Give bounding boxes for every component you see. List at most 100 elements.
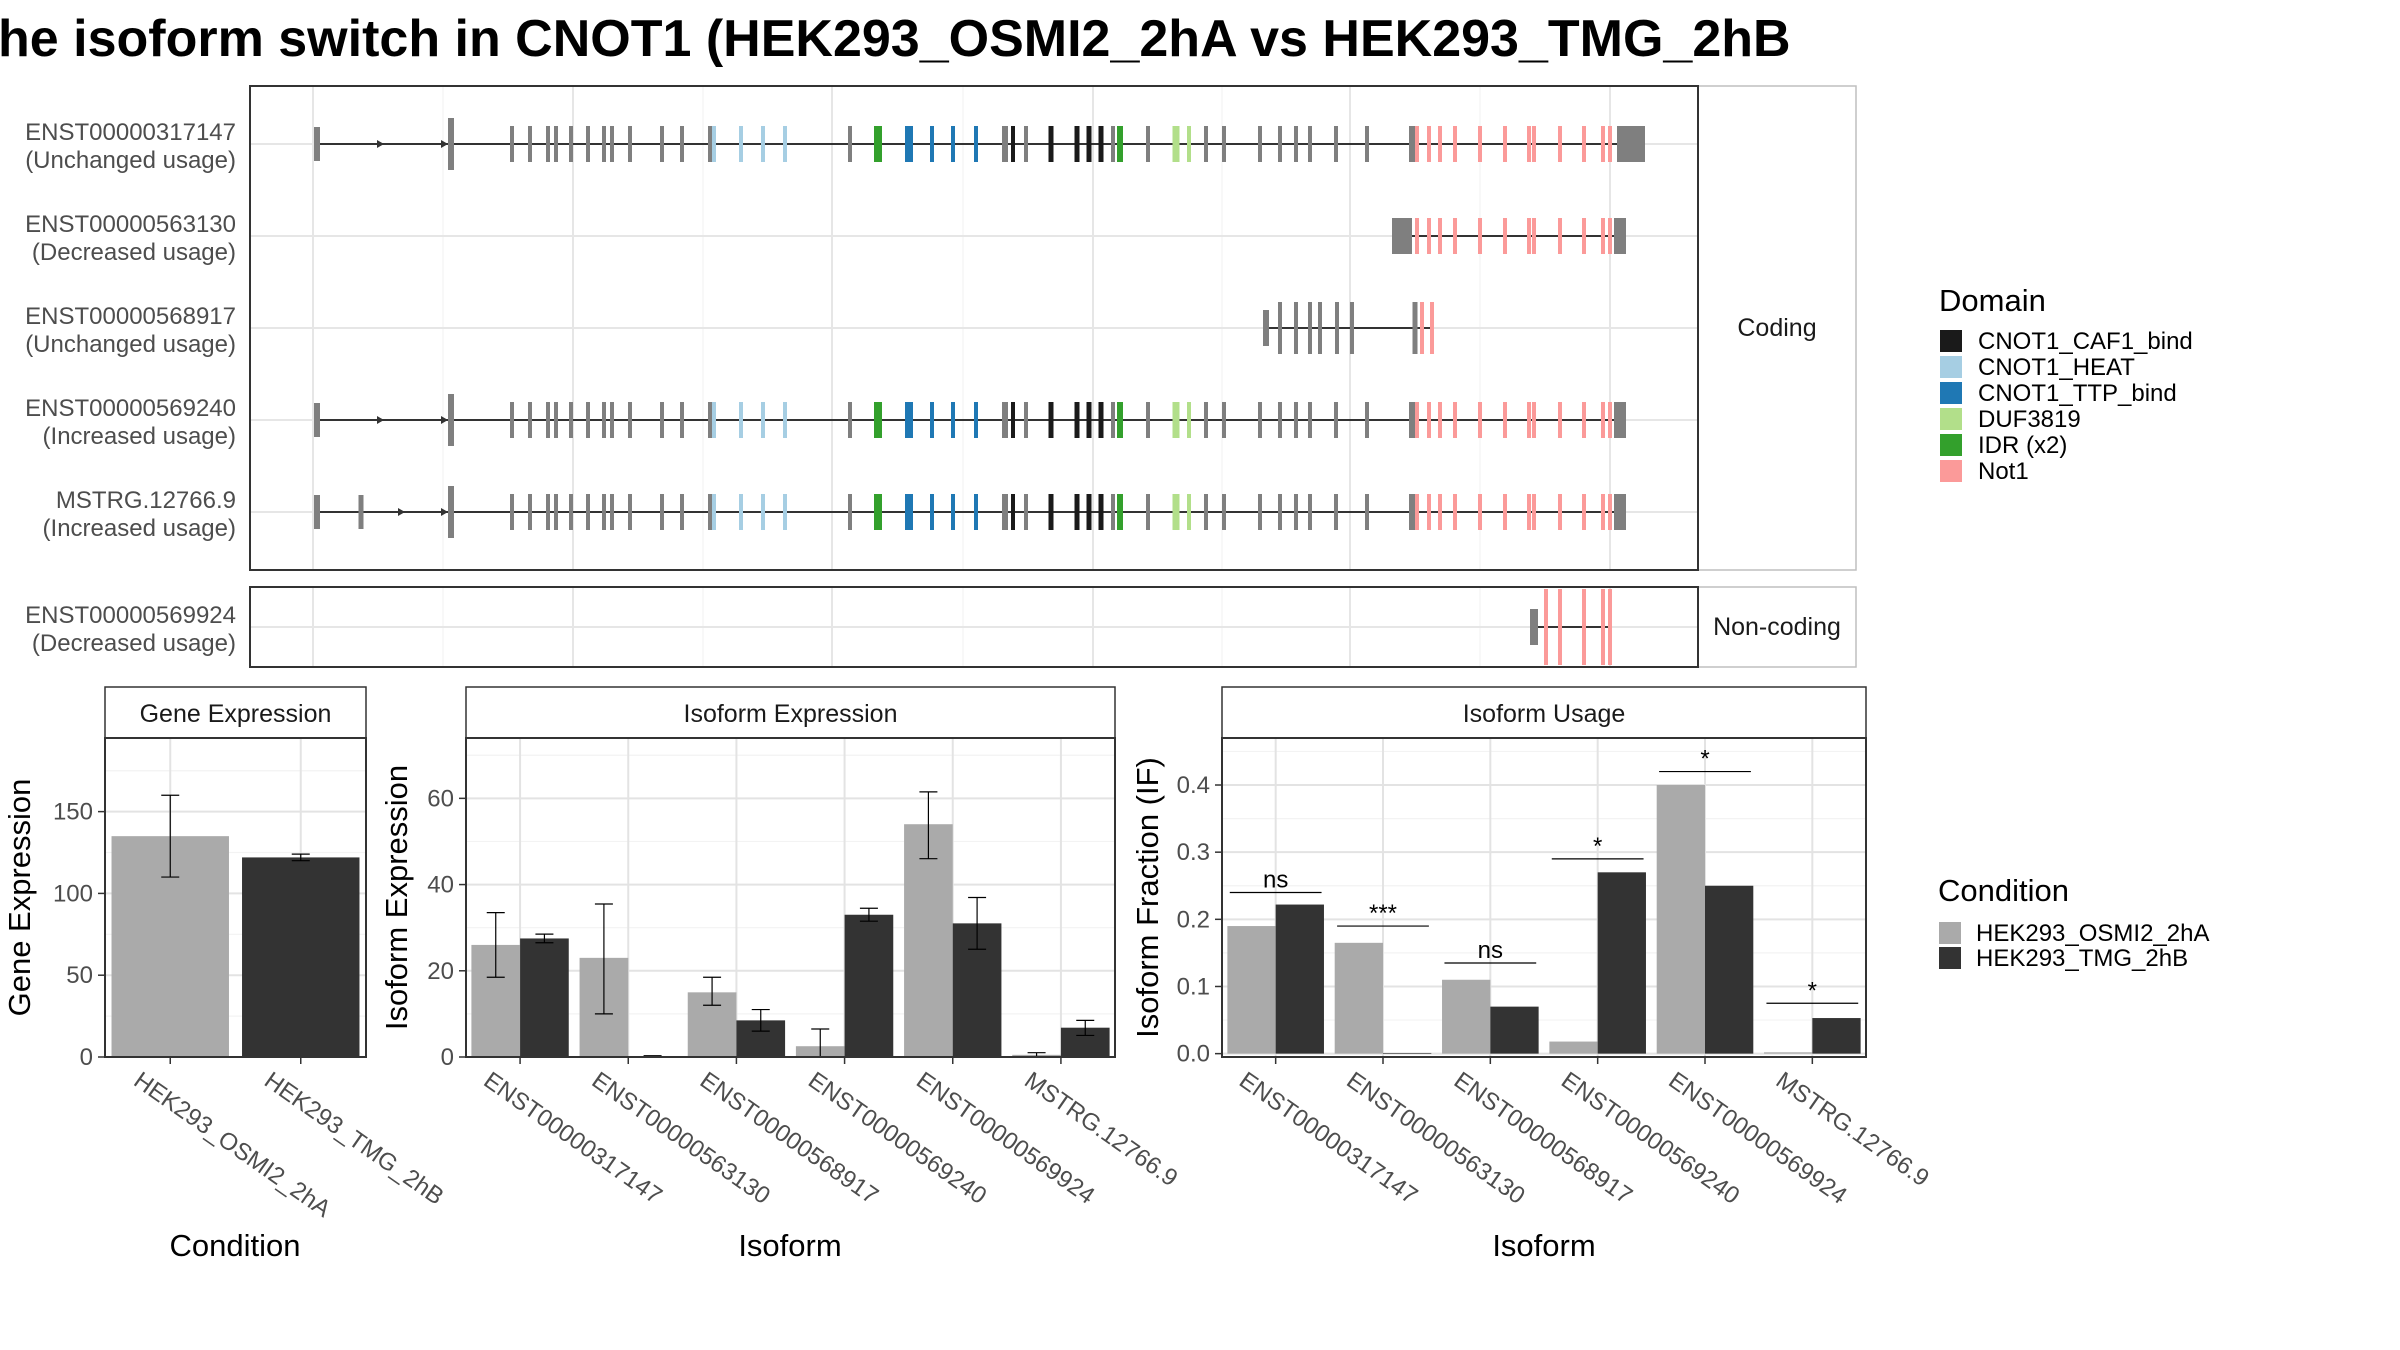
- domain-block: [1172, 402, 1180, 438]
- exon-block: [660, 402, 664, 438]
- exon-block: [628, 126, 632, 162]
- exon-block: [1365, 126, 1369, 162]
- legend-title: Domain: [1939, 283, 2046, 318]
- y-tick-label: 0: [80, 1044, 93, 1071]
- exon-block: [1278, 402, 1282, 438]
- exon-block: [1111, 402, 1115, 438]
- legend-entry: IDR (x2): [1978, 432, 2067, 459]
- exon-block: [660, 494, 664, 530]
- y-tick-label: 60: [427, 785, 454, 812]
- domain-block: [951, 402, 955, 438]
- domain-block: [1608, 218, 1612, 254]
- y-tick-label: 0.1: [1177, 973, 1210, 1000]
- domain-block: [739, 494, 743, 530]
- bar: [520, 938, 569, 1057]
- exon-block: [528, 494, 532, 530]
- domain-block: [1608, 126, 1612, 162]
- exon-block: [602, 494, 606, 530]
- domain-block: [1544, 589, 1548, 665]
- x-tick-label: ENST00000569924: [1664, 1067, 1852, 1210]
- exon-block: [1204, 402, 1208, 438]
- domain-block: [1415, 494, 1419, 530]
- exon-block: [610, 402, 614, 438]
- domain-block: [1582, 218, 1586, 254]
- exon-block: [1334, 402, 1338, 438]
- exon-block: [1392, 218, 1412, 254]
- exon-block: [1614, 218, 1626, 254]
- legend-entry: HEK293_TMG_2hB: [1976, 945, 2188, 972]
- domain-block: [1608, 494, 1612, 530]
- exon-block: [1146, 402, 1150, 438]
- exon-block: [708, 126, 712, 162]
- bar: [1705, 885, 1754, 1054]
- exon-block: [1365, 402, 1369, 438]
- exon-block: [546, 402, 550, 438]
- domain-block: [1478, 126, 1482, 162]
- legend-entry: DUF3819: [1978, 406, 2081, 433]
- legend-entry: CNOT1_CAF1_bind: [1978, 328, 2193, 355]
- domain-block: [712, 402, 716, 438]
- domain-block: [974, 402, 978, 438]
- exon-block: [1024, 494, 1028, 530]
- domain-block: [1478, 494, 1482, 530]
- direction-arrow: [441, 508, 448, 516]
- domain-block: [1608, 589, 1612, 665]
- exon-block: [1334, 126, 1338, 162]
- transcript-id-label: ENST00000569924: [25, 602, 236, 629]
- bar: [904, 824, 953, 1057]
- exon-block: [1263, 310, 1269, 346]
- bar: [1490, 1006, 1539, 1054]
- legend-entry: HEK293_OSMI2_2hA: [1976, 920, 2209, 947]
- exon-block: [1024, 126, 1028, 162]
- transcript-usage-label: (Unchanged usage): [25, 331, 236, 358]
- bar: [1812, 1018, 1861, 1054]
- bar: [1442, 979, 1491, 1054]
- exon-block: [1111, 126, 1115, 162]
- domain-block: [1453, 218, 1457, 254]
- exon-block: [1146, 126, 1150, 162]
- x-tick-label: ENST00000563130: [587, 1067, 775, 1210]
- domain-block: [930, 494, 934, 530]
- domain-block: [1582, 402, 1586, 438]
- x-tick-label: ENST00000568917: [695, 1067, 883, 1210]
- exon-block: [1308, 494, 1312, 530]
- domain-block: [739, 402, 743, 438]
- domain-block: [1527, 494, 1531, 530]
- y-tick-label: 0.4: [1177, 772, 1210, 799]
- exon-block: [680, 402, 684, 438]
- domain-block: [761, 494, 765, 530]
- figure-title: he isoform switch in CNOT1 (HEK293_OSMI2…: [0, 10, 1791, 68]
- domain-block: [1532, 402, 1536, 438]
- domain-block: [739, 126, 743, 162]
- direction-arrow: [398, 508, 405, 516]
- exon-block: [586, 494, 590, 530]
- significance-label: ***: [1369, 900, 1397, 927]
- domain-block: [974, 126, 978, 162]
- transcript-id-label: ENST00000563130: [25, 211, 236, 238]
- exon-block: [1258, 402, 1262, 438]
- domain-block: [1438, 402, 1442, 438]
- exon-block: [554, 494, 558, 530]
- x-axis-title: Condition: [170, 1228, 301, 1263]
- y-tick-label: 100: [53, 880, 93, 907]
- bar: [242, 857, 360, 1057]
- domain-block: [1098, 402, 1104, 438]
- domain-block: [1582, 494, 1586, 530]
- domain-block: [1558, 218, 1562, 254]
- exon-block: [848, 126, 852, 162]
- x-axis-title: Isoform: [738, 1228, 841, 1263]
- domain-block: [1558, 126, 1562, 162]
- domain-block: [1098, 126, 1104, 162]
- domain-block: [1601, 126, 1605, 162]
- bar: [844, 914, 894, 1057]
- legend-swatch: [1939, 947, 1961, 969]
- domain-block: [1532, 494, 1536, 530]
- exon-block: [1146, 494, 1150, 530]
- exon-block: [1024, 402, 1028, 438]
- domain-block: [1427, 402, 1431, 438]
- domain-block: [1011, 402, 1015, 438]
- x-tick-label: ENST00000317147: [479, 1067, 667, 1210]
- domain-block: [1601, 589, 1605, 665]
- exon-block: [1278, 302, 1282, 354]
- x-tick-label: ENST00000569240: [803, 1067, 991, 1210]
